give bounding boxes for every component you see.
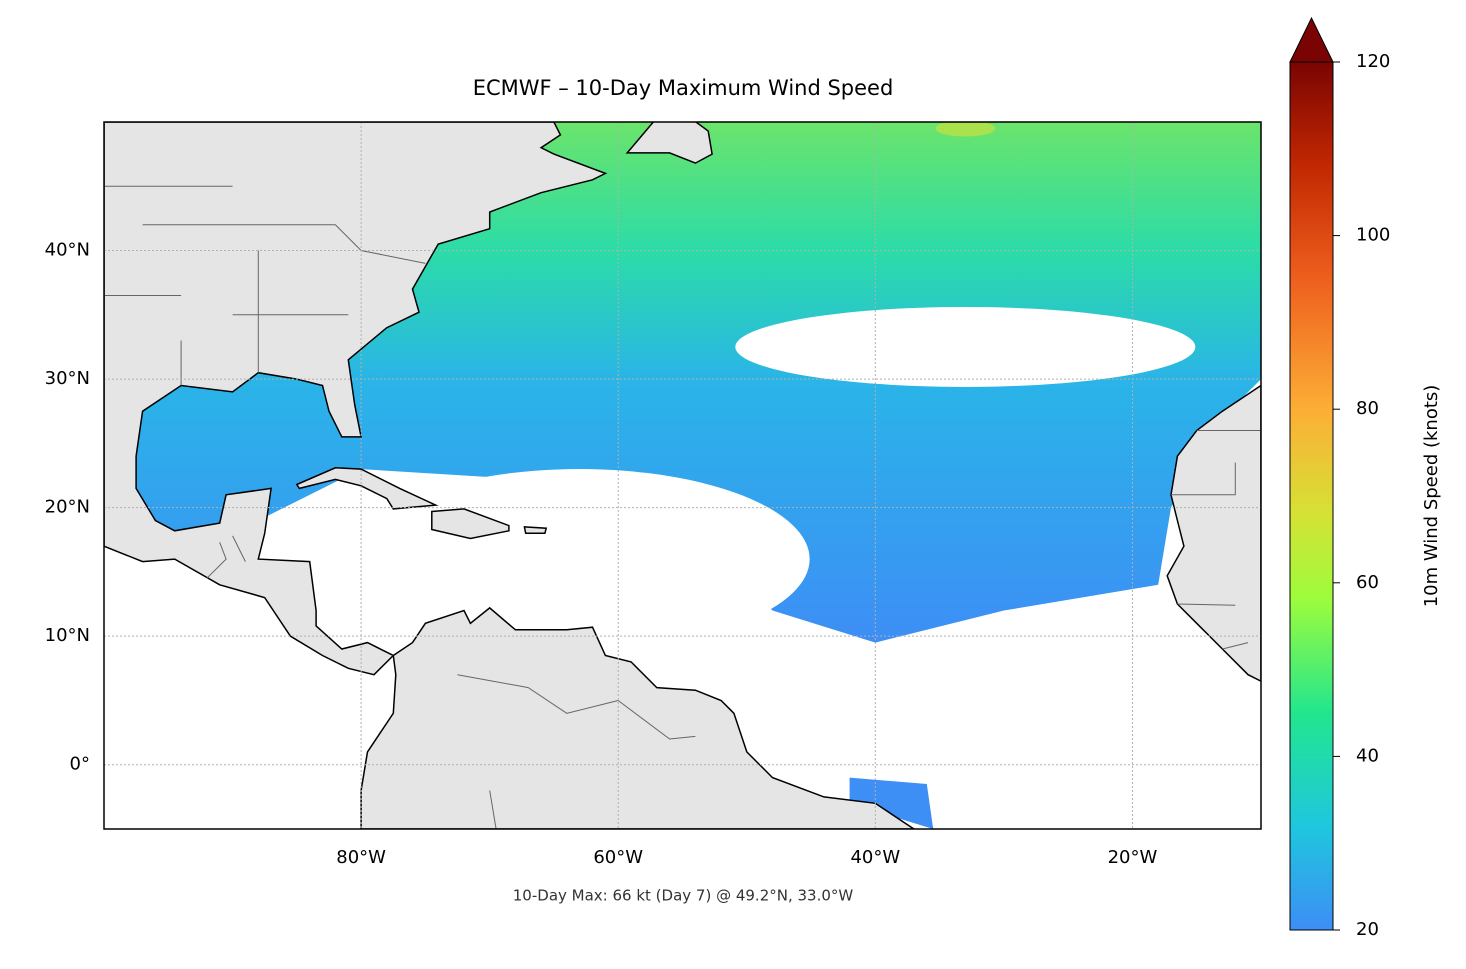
wind-field bbox=[849, 777, 934, 829]
y-tick-label: 20°N bbox=[45, 497, 90, 518]
annotation: 10-Day Max: 66 kt (Day 7) @ 49.2°N, 33.0… bbox=[513, 887, 854, 905]
colorbar-tick-label: 80 bbox=[1356, 398, 1379, 419]
land bbox=[431, 508, 510, 540]
calm-area bbox=[735, 306, 1196, 387]
colorbar-tick-label: 120 bbox=[1356, 51, 1390, 72]
land bbox=[104, 122, 608, 676]
border bbox=[617, 700, 696, 740]
y-tick-label: 0° bbox=[70, 754, 90, 775]
x-tick-label: 80°W bbox=[336, 847, 386, 868]
colorbar-tick-label: 60 bbox=[1356, 572, 1379, 593]
colorbar-tick-label: 40 bbox=[1356, 745, 1379, 766]
x-tick-label: 60°W bbox=[593, 847, 643, 868]
y-tick-label: 30°N bbox=[45, 368, 90, 389]
border bbox=[1222, 642, 1249, 650]
colorbar-tick-label: 100 bbox=[1356, 225, 1390, 246]
calm-area bbox=[349, 469, 810, 650]
x-tick-label: 40°W bbox=[850, 847, 900, 868]
border bbox=[1177, 603, 1236, 606]
land bbox=[1166, 384, 1261, 683]
colorbar-tick-label: 20 bbox=[1356, 919, 1379, 940]
y-tick-label: 40°N bbox=[45, 240, 90, 261]
y-tick-label: 10°N bbox=[45, 625, 90, 646]
border bbox=[232, 535, 246, 562]
x-tick-label: 20°W bbox=[1108, 847, 1158, 868]
colorbar-label: 10m Wind Speed (knots) bbox=[1421, 385, 1442, 608]
plot-frame bbox=[103, 121, 1262, 830]
border bbox=[142, 224, 426, 264]
map-area bbox=[104, 122, 1261, 829]
border bbox=[1171, 462, 1236, 496]
colorbar-extend bbox=[1289, 16, 1334, 63]
chart-title: ECMWF – 10-Day Maximum Wind Speed bbox=[473, 76, 894, 100]
border bbox=[489, 790, 497, 829]
land bbox=[295, 467, 439, 510]
strong-wind bbox=[935, 122, 996, 137]
border bbox=[206, 542, 227, 579]
border bbox=[457, 674, 619, 714]
land bbox=[625, 122, 713, 164]
land bbox=[523, 526, 548, 535]
colorbar bbox=[1289, 61, 1334, 931]
